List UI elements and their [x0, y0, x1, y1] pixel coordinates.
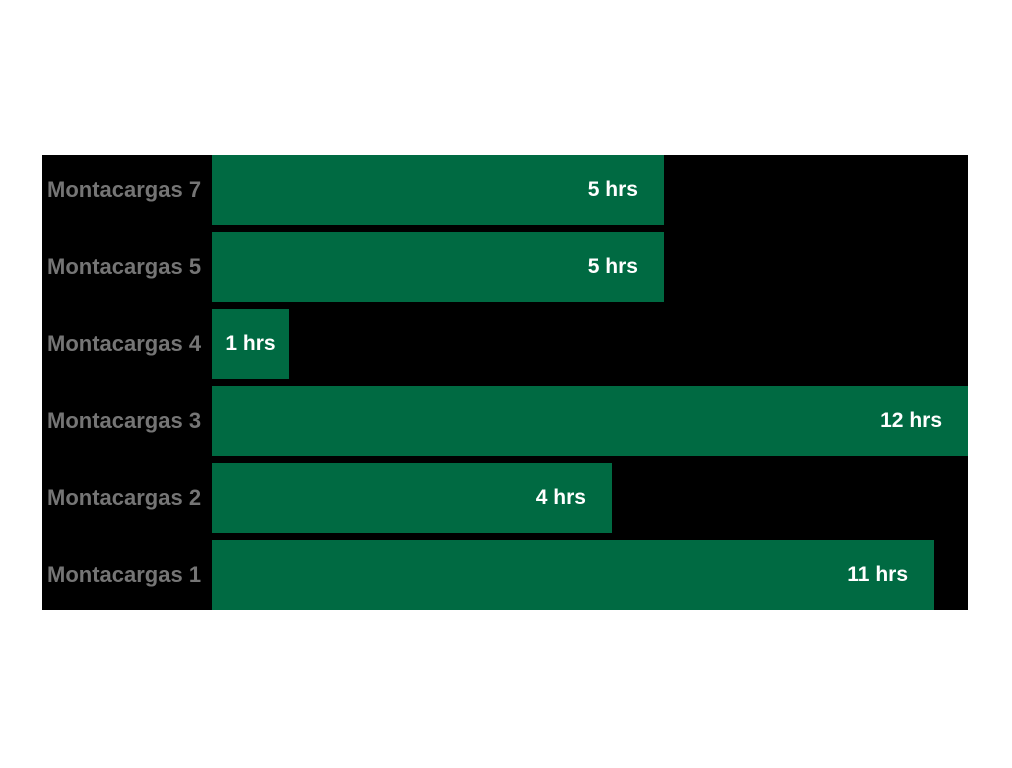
- bar-row: Montacargas 1 11 hrs: [42, 540, 968, 610]
- bar-value-label: 12 hrs: [880, 409, 942, 432]
- bar-value-label: 1 hrs: [225, 332, 276, 355]
- bar-row: Montacargas 4 1 hrs: [42, 309, 968, 379]
- category-label: Montacargas 7: [47, 177, 202, 202]
- bar-row: Montacargas 3 12 hrs: [42, 386, 968, 456]
- bar-row: Montacargas 2 4 hrs: [42, 463, 968, 533]
- bar-value-label: 5 hrs: [587, 255, 638, 278]
- category-label: Montacargas 3: [47, 408, 202, 433]
- category-label: Montacargas 4: [47, 331, 202, 356]
- value-bar: 4 hrs: [212, 463, 612, 533]
- bar-value-label: 11 hrs: [847, 563, 908, 586]
- bar-row: Montacargas 5 5 hrs: [42, 232, 968, 302]
- value-bar: 1 hrs: [212, 309, 289, 379]
- value-bar: 5 hrs: [212, 155, 664, 225]
- bar-row: Montacargas 7 5 hrs: [42, 155, 968, 225]
- value-bar: 11 hrs: [212, 540, 934, 610]
- value-bar: 12 hrs: [212, 386, 968, 456]
- bar-value-label: 4 hrs: [535, 486, 586, 509]
- bar-value-label: 5 hrs: [587, 178, 638, 201]
- category-label: Montacargas 2: [47, 485, 202, 510]
- category-label: Montacargas 1: [47, 562, 202, 587]
- category-label: Montacargas 5: [47, 254, 202, 279]
- value-bar: 5 hrs: [212, 232, 664, 302]
